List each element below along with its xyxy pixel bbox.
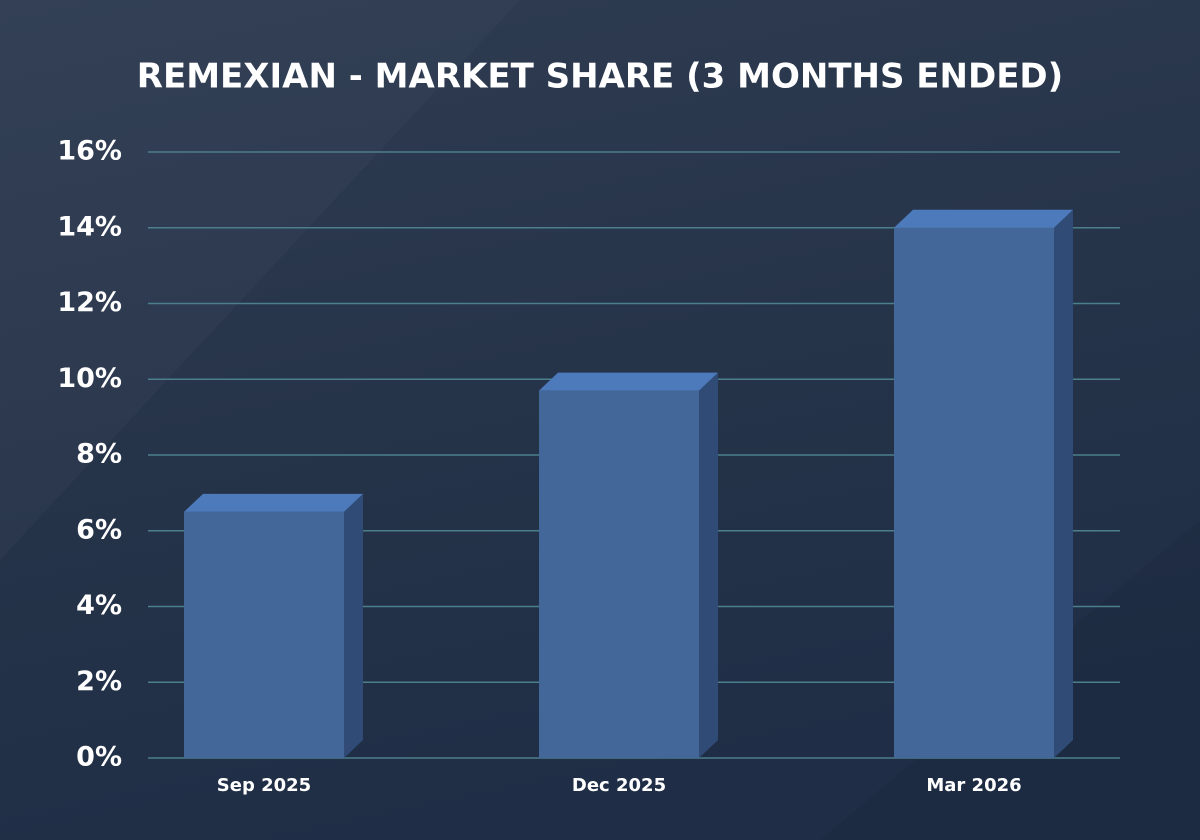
bar-side — [699, 372, 718, 758]
bar-top — [184, 493, 363, 512]
bar — [184, 493, 363, 758]
bar — [539, 372, 718, 758]
bar — [894, 209, 1073, 758]
y-tick-label: 12% — [57, 287, 122, 318]
x-tick-label: Sep 2025 — [217, 775, 311, 796]
y-tick-label: 6% — [76, 514, 122, 545]
y-tick-label: 0% — [76, 742, 122, 773]
bar-side — [344, 493, 363, 758]
bar-front — [184, 511, 344, 758]
y-tick-label: 2% — [76, 666, 122, 697]
x-tick-label: Mar 2026 — [926, 775, 1021, 796]
chart-title: REMEXIAN - MARKET SHARE (3 MONTHS ENDED) — [137, 57, 1063, 97]
y-tick-label: 4% — [76, 590, 122, 621]
bar-top — [539, 372, 718, 391]
bar-front — [894, 227, 1054, 758]
y-tick-label: 8% — [76, 439, 122, 470]
y-tick-label: 16% — [57, 136, 122, 167]
bar-side — [1054, 209, 1073, 758]
x-tick-label: Dec 2025 — [572, 775, 666, 796]
y-tick-label: 14% — [57, 211, 122, 242]
bar-top — [894, 209, 1073, 228]
y-tick-label: 10% — [57, 363, 122, 394]
bar-front — [539, 390, 699, 758]
